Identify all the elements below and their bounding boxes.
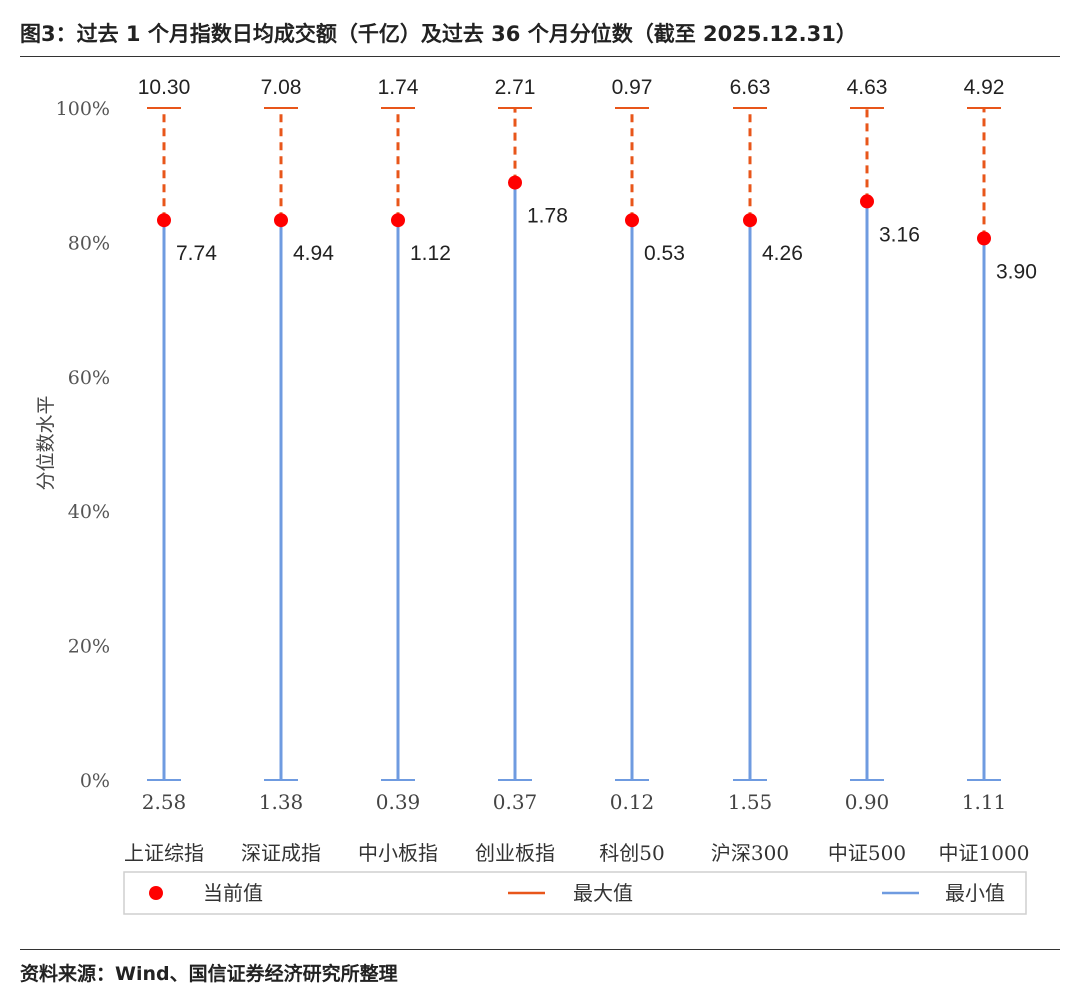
- legend-current-marker: [149, 886, 163, 900]
- y-axis: 0% 20% 40% 60% 80% 100%: [56, 98, 110, 792]
- legend-min-label: 最小值: [945, 881, 1005, 905]
- min-value-label: 0.90: [845, 790, 890, 814]
- current-point: [743, 213, 757, 228]
- legend: 当前值 最大值 最小值: [123, 871, 1027, 915]
- current-value-label: 0.53: [644, 242, 685, 265]
- x-category-label: 中小板指: [358, 841, 438, 865]
- max-value-label: 1.74: [378, 76, 419, 99]
- current-point: [274, 213, 288, 228]
- x-axis: 2.58 上证综指 1.38 深证成指 0.39 中小板指 0.37 创业板指 0.12 科创50…: [124, 790, 1029, 865]
- y-tick-label: 20%: [68, 636, 110, 658]
- max-value-label: 0.97: [612, 76, 653, 99]
- max-value-label: 2.71: [495, 76, 536, 99]
- y-axis-label: 分位数水平: [35, 395, 57, 490]
- current-point: [157, 213, 171, 228]
- min-value-label: 1.55: [728, 790, 773, 814]
- max-value-label: 6.63: [730, 76, 771, 99]
- max-value-label: 10.30: [138, 76, 191, 99]
- current-value-label: 3.90: [996, 260, 1037, 283]
- legend-box: [123, 871, 1027, 915]
- chart-marks: 10.30 7.74 7.08 4.94 1.74 1.12 2.71 1.78 0.97 0.5…: [138, 76, 1037, 781]
- current-value-label: 4.94: [293, 242, 334, 265]
- current-value-label: 1.78: [527, 205, 568, 228]
- x-category-label: 深证成指: [241, 841, 321, 865]
- min-value-label: 2.58: [142, 790, 187, 814]
- current-value-label: 1.12: [410, 242, 451, 265]
- legend-max-label: 最大值: [573, 881, 633, 905]
- y-tick-label: 80%: [68, 232, 110, 254]
- current-point: [391, 213, 405, 228]
- y-tick-label: 40%: [68, 501, 110, 523]
- y-tick-label: 100%: [56, 98, 110, 120]
- max-value-label: 4.63: [847, 76, 888, 99]
- x-category-label: 上证综指: [124, 841, 204, 865]
- min-value-label: 0.37: [493, 790, 538, 814]
- bottom-rule: [20, 949, 1060, 950]
- current-value-label: 4.26: [762, 242, 803, 265]
- min-value-label: 1.38: [259, 790, 304, 814]
- y-tick-label: 0%: [80, 770, 110, 792]
- x-category-label: 中证1000: [939, 841, 1030, 865]
- top-rule: [20, 56, 1060, 57]
- current-point: [625, 213, 639, 228]
- x-category-label: 沪深300: [711, 841, 789, 865]
- min-value-label: 0.12: [610, 790, 655, 814]
- max-value-label: 7.08: [261, 76, 302, 99]
- min-value-label: 0.39: [376, 790, 421, 814]
- source-note: 资料来源：Wind、国信证券经济研究所整理: [20, 963, 398, 985]
- x-category-label: 科创50: [599, 841, 664, 865]
- current-value-label: 3.16: [879, 223, 920, 246]
- figure-title: 图3：过去 1 个月指数日均成交额（千亿）及过去 36 个月分位数（截至 202…: [20, 22, 857, 46]
- current-point: [508, 175, 522, 190]
- current-value-label: 7.74: [176, 242, 217, 265]
- y-tick-label: 60%: [68, 367, 110, 389]
- x-category-label: 中证500: [828, 841, 906, 865]
- x-category-label: 创业板指: [475, 841, 555, 865]
- current-point: [977, 231, 991, 246]
- legend-current-label: 当前值: [203, 881, 263, 905]
- max-value-label: 4.92: [964, 76, 1005, 99]
- current-point: [860, 194, 874, 209]
- min-value-label: 1.11: [962, 790, 1007, 814]
